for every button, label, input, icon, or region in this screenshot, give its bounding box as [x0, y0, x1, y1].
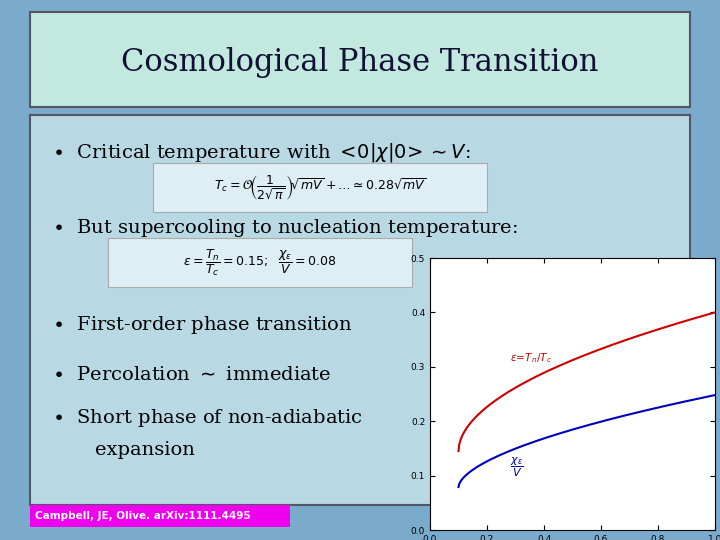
Text: $\bullet$  But supercooling to nucleation temperature:: $\bullet$ But supercooling to nucleation…: [52, 217, 518, 239]
Text: Campbell, JE, Olive. arXiv:1111.4495: Campbell, JE, Olive. arXiv:1111.4495: [35, 511, 251, 521]
Text: Cosmological Phase Transition: Cosmological Phase Transition: [121, 46, 599, 78]
FancyBboxPatch shape: [153, 163, 487, 212]
FancyBboxPatch shape: [30, 115, 690, 505]
Text: $\bullet$  Percolation $\sim$ immediate: $\bullet$ Percolation $\sim$ immediate: [52, 366, 331, 384]
Text: $T_c = \mathcal{O}\!\left(\dfrac{1}{2\sqrt{\pi}}\right)\!\sqrt{mV} + \ldots \sim: $T_c = \mathcal{O}\!\left(\dfrac{1}{2\sq…: [214, 173, 426, 202]
Text: $\bullet$  First-order phase transition: $\bullet$ First-order phase transition: [52, 314, 353, 336]
Text: $\epsilon = \dfrac{T_n}{T_c} = 0.15;\ \ \dfrac{\chi_\epsilon}{V} = 0.08$: $\epsilon = \dfrac{T_n}{T_c} = 0.15;\ \ …: [183, 248, 337, 278]
Text: expansion: expansion: [95, 441, 195, 459]
FancyBboxPatch shape: [30, 505, 290, 527]
FancyBboxPatch shape: [108, 238, 412, 287]
Text: $\dfrac{\chi_\varepsilon}{V}$: $\dfrac{\chi_\varepsilon}{V}$: [510, 455, 523, 479]
FancyBboxPatch shape: [30, 12, 690, 107]
Text: $\bullet$  Critical temperature with $<\!0|\chi|0\!> \sim V$:: $\bullet$ Critical temperature with $<\!…: [52, 140, 471, 164]
Text: $\bullet$  Short phase of non-adiabatic: $\bullet$ Short phase of non-adiabatic: [52, 407, 363, 429]
Text: $\varepsilon\!=\!T_n/T_c$: $\varepsilon\!=\!T_n/T_c$: [510, 352, 552, 365]
